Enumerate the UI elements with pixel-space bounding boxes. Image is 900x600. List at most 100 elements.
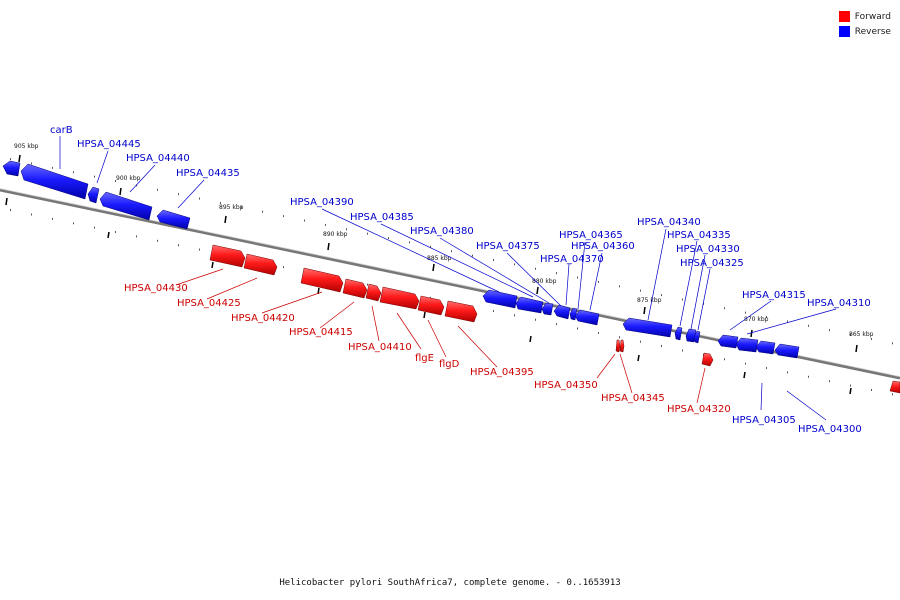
gene-HPSA_04340[interactable] bbox=[622, 317, 673, 338]
ruler-tick bbox=[750, 329, 753, 338]
gene-label[interactable]: HPSA_04360 bbox=[571, 241, 635, 252]
minor-tick bbox=[556, 272, 557, 275]
gene-HPSA_04320[interactable] bbox=[701, 352, 714, 367]
gene-HPSA_04335[interactable] bbox=[674, 326, 683, 341]
gene-HPSA_04350[interactable] bbox=[615, 339, 621, 353]
gene-label[interactable]: flgD bbox=[439, 359, 460, 370]
gene-HPSA_04345[interactable] bbox=[619, 339, 625, 353]
ruler-label: 885 kbp bbox=[427, 255, 452, 262]
minor-tick bbox=[724, 307, 725, 310]
ruler-tick bbox=[5, 197, 8, 206]
gene-label[interactable]: HPSA_04415 bbox=[289, 327, 353, 338]
gene-label[interactable]: HPSA_04410 bbox=[348, 342, 412, 353]
gene-HPSA_04390[interactable] bbox=[482, 289, 518, 309]
minor-tick bbox=[850, 384, 851, 387]
gene-HPSA_04430[interactable] bbox=[209, 244, 246, 268]
gene-HPSA_04440-body[interactable] bbox=[99, 191, 153, 221]
minor-tick bbox=[745, 311, 746, 314]
gene-label[interactable]: HPSA_04440 bbox=[126, 153, 190, 164]
legend-reverse-label: Reverse bbox=[854, 26, 891, 37]
gene-HPSA_04395[interactable] bbox=[444, 300, 478, 323]
ruler-tick bbox=[637, 354, 640, 362]
forward-swatch bbox=[838, 11, 850, 22]
minor-tick bbox=[661, 294, 662, 297]
minor-tick bbox=[430, 245, 431, 248]
gene-label[interactable]: HPSA_04435 bbox=[176, 168, 240, 179]
minor-tick bbox=[661, 345, 662, 348]
gene-flgD[interactable] bbox=[417, 295, 445, 316]
minor-tick bbox=[556, 323, 557, 326]
minor-tick bbox=[619, 285, 620, 288]
gene-HPSA_04415[interactable] bbox=[342, 278, 368, 299]
gene-label[interactable]: HPSA_04370 bbox=[540, 254, 604, 265]
minor-tick bbox=[682, 298, 683, 301]
gene-label[interactable]: flgE bbox=[415, 353, 434, 364]
gene-label[interactable]: HPSA_04395 bbox=[470, 367, 534, 378]
gene-label[interactable]: HPSA_04345 bbox=[601, 393, 665, 404]
ruler-tick bbox=[423, 311, 426, 319]
gene-label[interactable]: HPSA_04335 bbox=[667, 230, 731, 241]
gene-label[interactable]: HPSA_04375 bbox=[476, 241, 540, 252]
gene-HPSA_04445[interactable] bbox=[20, 163, 89, 200]
ruler-tick bbox=[743, 371, 746, 379]
gene-HPSA_04325[interactable] bbox=[693, 330, 701, 344]
minor-tick bbox=[115, 180, 116, 183]
gene-HPSA_04420[interactable] bbox=[300, 267, 344, 293]
gene-label[interactable]: HPSA_04320 bbox=[667, 404, 731, 415]
gene-label[interactable]: HPSA_04330 bbox=[676, 244, 740, 255]
gene-HPSA_04385[interactable] bbox=[515, 296, 544, 314]
minor-tick bbox=[325, 223, 326, 226]
gene-edge-right[interactable] bbox=[889, 380, 900, 394]
gene-label[interactable]: HPSA_04365 bbox=[559, 230, 623, 241]
leader-line bbox=[746, 308, 837, 335]
gene-label[interactable]: HPSA_04445 bbox=[77, 139, 141, 150]
leader-line bbox=[177, 179, 205, 209]
gene-HPSA_04440[interactable] bbox=[87, 186, 100, 204]
gene-HPSA_04410[interactable] bbox=[365, 283, 382, 302]
leader-line bbox=[427, 319, 447, 358]
gene-label[interactable]: HPSA_04425 bbox=[177, 298, 241, 309]
gene-HPSA_04375[interactable] bbox=[553, 304, 571, 320]
gene-label[interactable]: HPSA_04315 bbox=[742, 290, 806, 301]
ruler-label: 900 kbp bbox=[116, 175, 141, 182]
leader-line bbox=[321, 208, 500, 293]
gene-label[interactable]: HPSA_04390 bbox=[290, 197, 354, 208]
minor-tick bbox=[850, 333, 851, 336]
leader-line bbox=[696, 367, 706, 404]
gene-HPSA_04330[interactable] bbox=[685, 328, 697, 343]
minor-tick bbox=[31, 213, 32, 216]
minor-tick bbox=[451, 250, 452, 253]
ruler-label: 870 kbp bbox=[744, 316, 769, 323]
gene-carB[interactable] bbox=[2, 160, 21, 177]
minor-tick bbox=[892, 393, 893, 396]
gene-label[interactable]: carB bbox=[50, 125, 73, 136]
gene-label[interactable]: HPSA_04310 bbox=[807, 298, 871, 309]
gene-HPSA_04310[interactable] bbox=[755, 340, 776, 355]
gene-label[interactable]: HPSA_04300 bbox=[798, 424, 862, 435]
gene-label[interactable]: HPSA_04430 bbox=[124, 283, 188, 294]
minor-tick bbox=[682, 349, 683, 352]
minor-tick bbox=[220, 201, 221, 204]
gene-HPSA_04380[interactable] bbox=[541, 302, 554, 316]
gene-HPSA_04425[interactable] bbox=[243, 253, 278, 276]
gene-label[interactable]: HPSA_04325 bbox=[680, 258, 744, 269]
forward-strand-genes bbox=[209, 244, 900, 394]
gene-flgE[interactable] bbox=[379, 286, 420, 310]
gene-label[interactable]: HPSA_04340 bbox=[637, 217, 701, 228]
minor-tick bbox=[283, 266, 284, 269]
gene-label[interactable]: HPSA_04385 bbox=[350, 212, 414, 223]
gene-HPSA_04370[interactable] bbox=[569, 307, 578, 321]
gene-HPSA_04315[interactable] bbox=[717, 334, 739, 349]
gene-HPSA_04435[interactable] bbox=[156, 209, 191, 230]
minor-tick bbox=[808, 324, 809, 327]
gene-label[interactable]: HPSA_04420 bbox=[231, 313, 295, 324]
gene-label[interactable]: HPSA_04305 bbox=[732, 415, 796, 426]
gene-HPSA_04315-b[interactable] bbox=[735, 337, 759, 353]
gene-label[interactable]: HPSA_04350 bbox=[534, 380, 598, 391]
leader-line bbox=[577, 241, 586, 310]
gene-label[interactable]: HPSA_04380 bbox=[410, 226, 474, 237]
leader-line bbox=[129, 164, 156, 193]
gene-HPSA_04305[interactable] bbox=[774, 343, 800, 359]
gene-HPSA_04365[interactable] bbox=[574, 309, 600, 326]
